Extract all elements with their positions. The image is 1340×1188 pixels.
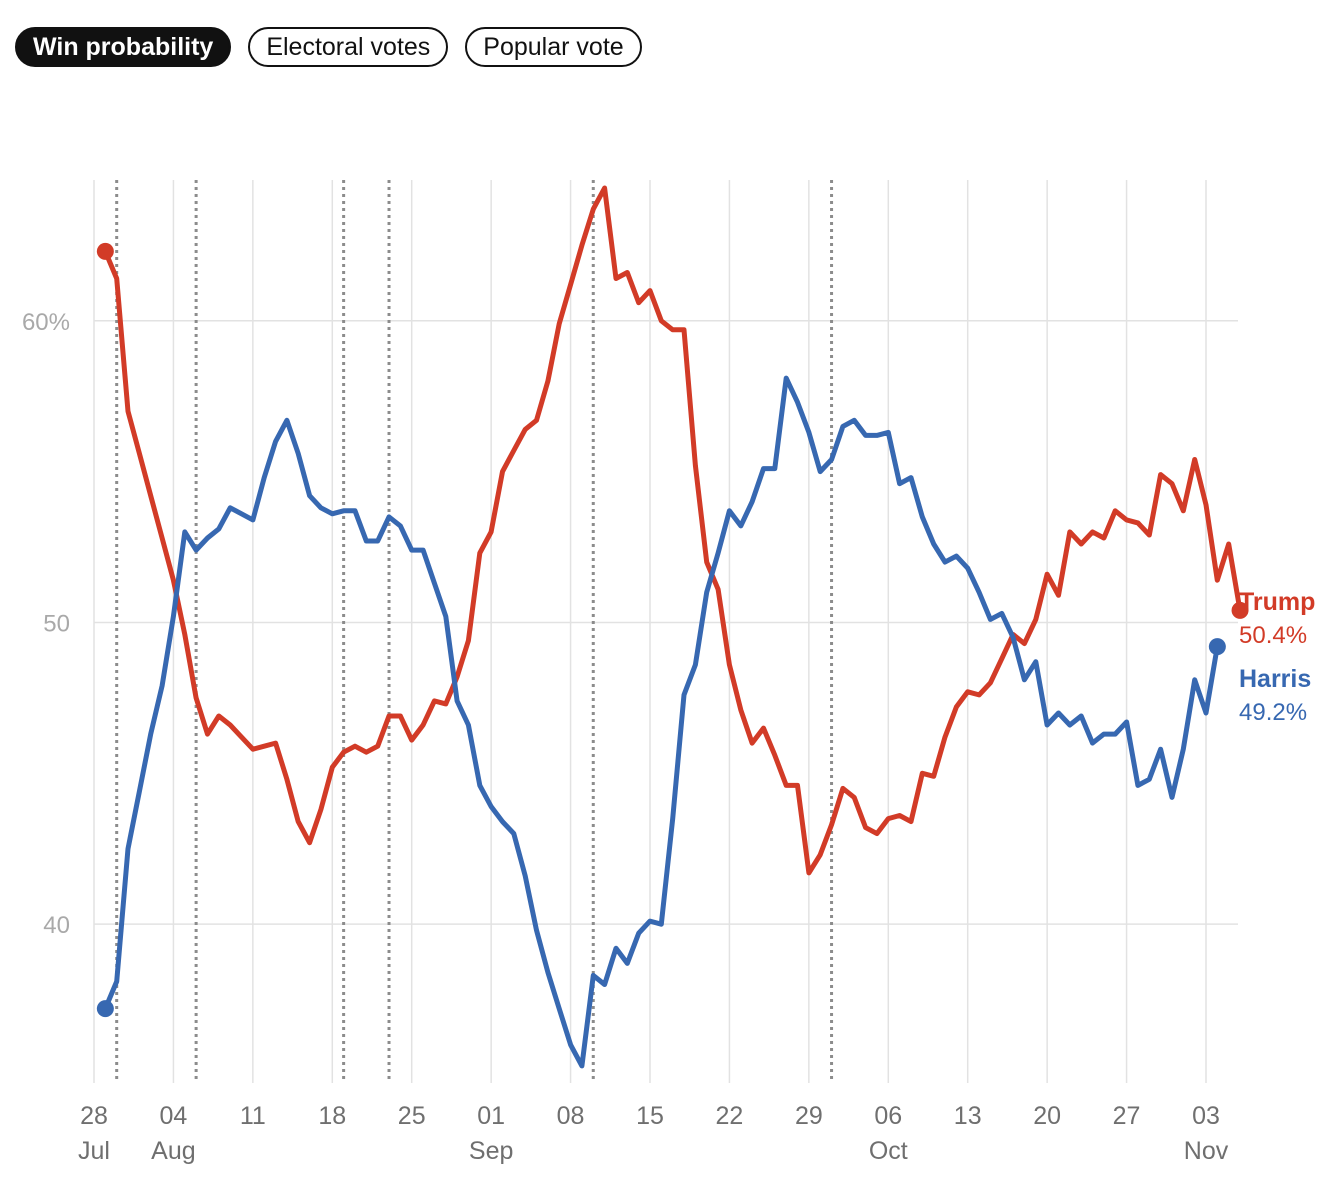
chart-mode-tabs: Win probability Electoral votes Popular … <box>15 27 642 67</box>
y-tick-label: 40 <box>43 912 70 939</box>
y-tick-label: 60% <box>22 309 70 336</box>
x-tick-day: 03 <box>1192 1102 1220 1130</box>
x-tick-day: 15 <box>636 1102 664 1130</box>
x-tick-day: 01 <box>477 1102 505 1130</box>
x-tick-month: Nov <box>1184 1137 1229 1165</box>
x-tick-day: 04 <box>160 1102 188 1130</box>
tab-win-probability[interactable]: Win probability <box>15 27 232 67</box>
harris-label-value: 49.2% <box>1239 699 1307 726</box>
x-tick-day: 22 <box>716 1102 744 1130</box>
x-tick-day: 13 <box>954 1102 982 1130</box>
harris-line <box>102 375 1220 1069</box>
y-tick-label: 50 <box>43 610 70 637</box>
x-tick-month: Sep <box>469 1137 513 1165</box>
trump-start-point <box>96 242 114 260</box>
tab-electoral-votes[interactable]: Electoral votes <box>248 27 449 67</box>
x-tick-month: Jul <box>78 1137 110 1165</box>
x-tick-day: 06 <box>874 1102 902 1130</box>
x-tick-month: Aug <box>151 1137 195 1165</box>
harris-end-point <box>1208 638 1226 656</box>
trump-label-value: 50.4% <box>1239 622 1307 649</box>
trump-label-name: Trump <box>1239 588 1315 616</box>
x-tick-day: 20 <box>1033 1102 1061 1130</box>
x-tick-day: 11 <box>240 1102 266 1130</box>
harris-start-point <box>96 1000 114 1018</box>
x-tick-day: 18 <box>318 1102 346 1130</box>
x-tick-month: Oct <box>869 1137 908 1165</box>
x-tick-day: 27 <box>1113 1102 1141 1130</box>
x-tick-day: 29 <box>795 1102 823 1130</box>
x-tick-day: 08 <box>557 1102 585 1130</box>
x-tick-day: 25 <box>398 1102 426 1130</box>
tab-popular-vote[interactable]: Popular vote <box>465 27 642 67</box>
trump-end-point <box>1231 601 1249 619</box>
trump-line <box>102 185 1243 876</box>
harris-label-name: Harris <box>1239 665 1311 693</box>
x-tick-day: 28 <box>80 1102 108 1130</box>
